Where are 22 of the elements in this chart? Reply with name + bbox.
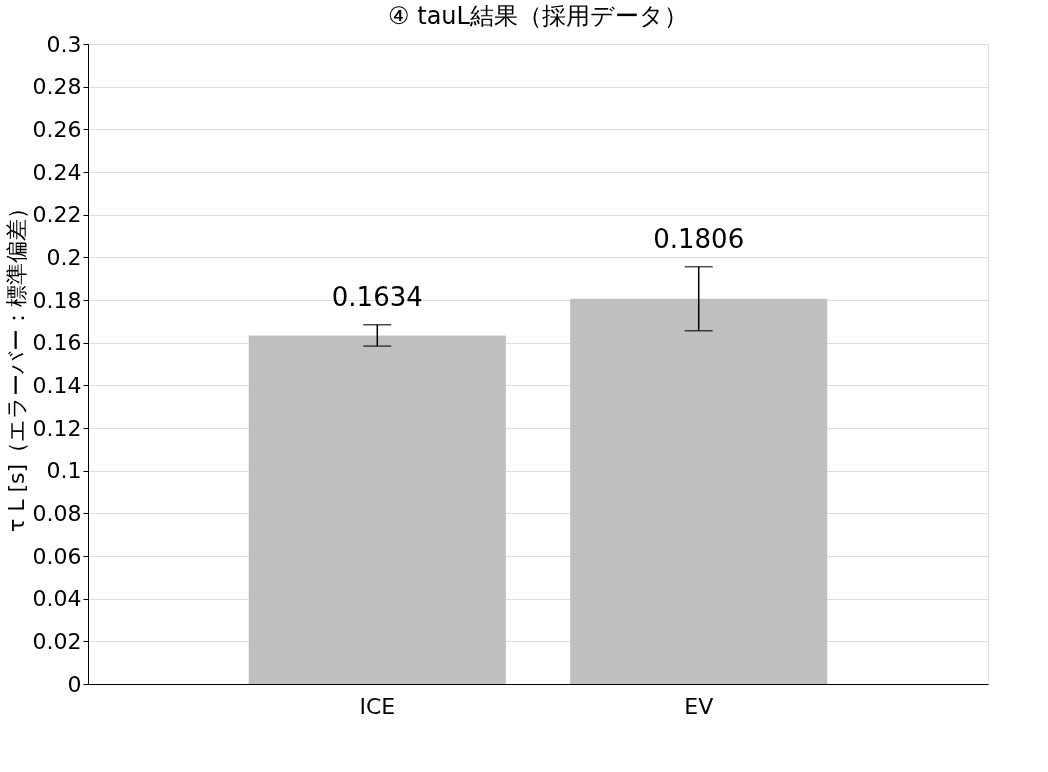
y-tick-label: 0.18 — [32, 287, 82, 313]
x-tick-label: EV — [684, 693, 714, 719]
y-tick-label: 0.08 — [32, 500, 82, 526]
y-tick-label: 0.12 — [32, 415, 82, 441]
y-tick-label: 0.16 — [32, 330, 82, 356]
y-tick-label: 0.14 — [32, 372, 82, 398]
data-label: 0.1634 — [331, 281, 423, 312]
y-tick-label: 0.1 — [46, 458, 82, 484]
y-tick-label: 0.2 — [46, 244, 82, 270]
y-tick-label: 0.22 — [32, 202, 82, 228]
y-tick-label: 0.02 — [32, 628, 82, 654]
y-tick-label: 0 — [67, 671, 82, 697]
y-tick-label: 0.06 — [32, 543, 82, 569]
y-axis-title: τ L [s]（エラーバー：標準偏差） — [3, 196, 29, 533]
x-tick-label: ICE — [359, 693, 396, 719]
y-tick-label: 0.26 — [32, 116, 82, 142]
y-tick-label: 0.24 — [32, 159, 82, 185]
chart-title: ④ tauL結果（採用データ） — [388, 2, 688, 30]
y-tick-label: 0.3 — [46, 31, 82, 57]
data-label: 0.1806 — [653, 223, 745, 254]
y-tick-label: 0.28 — [32, 74, 82, 100]
y-tick-label: 0.04 — [32, 586, 82, 612]
